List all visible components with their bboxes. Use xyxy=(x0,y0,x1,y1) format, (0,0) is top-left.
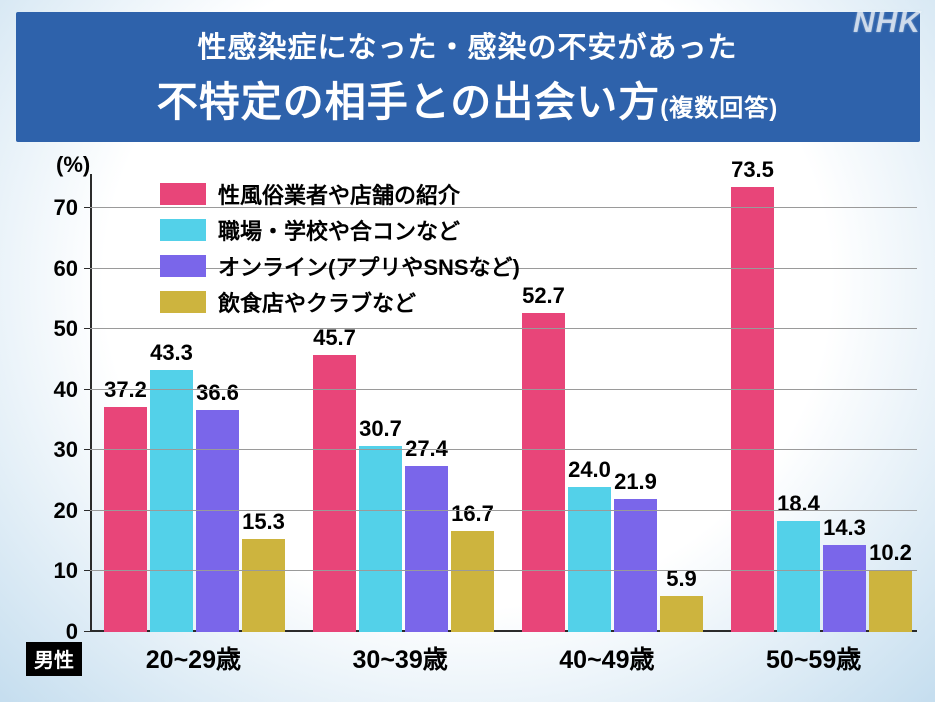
bar-fill xyxy=(660,596,703,632)
bar: 21.9 xyxy=(614,499,657,632)
x-axis-labels: 20~29歳30~39歳40~49歳50~59歳 xyxy=(90,640,917,676)
bar: 10.2 xyxy=(869,570,912,632)
y-tick-label: 50 xyxy=(54,316,78,342)
bar-group: 52.724.021.95.9 xyxy=(508,178,717,632)
bar-fill xyxy=(823,545,866,632)
y-tick-mark xyxy=(84,207,90,208)
bar-value-label: 52.7 xyxy=(522,283,565,309)
bar-value-label: 16.7 xyxy=(451,501,494,527)
bar-group: 73.518.414.310.2 xyxy=(717,178,926,632)
legend-item: 飲食店やクラブなど xyxy=(160,286,520,318)
x-axis-label: 50~59歳 xyxy=(710,640,917,676)
y-tick-mark xyxy=(84,570,90,571)
y-tick-label: 70 xyxy=(54,195,78,221)
legend-swatch xyxy=(160,291,206,313)
bar-fill xyxy=(405,466,448,632)
bar-value-label: 18.4 xyxy=(777,491,820,517)
title-main: 不特定の相手との出会い方 xyxy=(157,79,661,125)
bar: 52.7 xyxy=(522,313,565,632)
legend: 性風俗業者や店舗の紹介職場・学校や合コンなどオンライン(アプリやSNSなど) 飲食… xyxy=(160,178,520,322)
page-root: NHK 性感染症になった・感染の不安があった 不特定の相手との出会い方(複数回答… xyxy=(0,0,935,702)
bar-fill xyxy=(451,531,494,632)
bar: 5.9 xyxy=(660,596,703,632)
grid-line xyxy=(90,510,917,511)
legend-label: 飲食店やクラブなど xyxy=(218,286,416,318)
grid-line xyxy=(90,328,917,329)
x-axis-label: 40~49歳 xyxy=(504,640,711,676)
bar-fill xyxy=(104,407,147,632)
legend-swatch xyxy=(160,255,206,277)
legend-label: 職場・学校や合コンなど xyxy=(218,214,460,246)
y-tick-label: 10 xyxy=(54,558,78,584)
bar: 27.4 xyxy=(405,466,448,632)
bar-value-label: 15.3 xyxy=(242,509,285,535)
grid-line xyxy=(90,389,917,390)
bar: 16.7 xyxy=(451,531,494,632)
y-axis-unit: (%) xyxy=(56,152,90,178)
chart-container: (%) 37.243.336.615.345.730.727.416.752.7… xyxy=(12,150,923,698)
bar-value-label: 36.6 xyxy=(196,380,239,406)
bar-fill xyxy=(359,446,402,632)
bar-fill xyxy=(242,539,285,632)
bar-value-label: 30.7 xyxy=(359,416,402,442)
grid-line xyxy=(90,570,917,571)
y-tick-label: 30 xyxy=(54,437,78,463)
bar-fill xyxy=(150,370,193,632)
y-tick-mark xyxy=(84,631,90,632)
bar: 45.7 xyxy=(313,355,356,632)
bar: 30.7 xyxy=(359,446,402,632)
x-axis-label: 20~29歳 xyxy=(90,640,297,676)
y-tick-mark xyxy=(84,449,90,450)
nhk-watermark: NHK xyxy=(853,6,921,40)
bar-value-label: 21.9 xyxy=(614,469,657,495)
grid-line xyxy=(90,449,917,450)
bar: 73.5 xyxy=(731,187,774,632)
bar-value-label: 43.3 xyxy=(150,340,193,366)
y-tick-mark xyxy=(84,268,90,269)
title-line-1: 性感染症になった・感染の不安があった xyxy=(26,24,910,66)
bar: 24.0 xyxy=(568,487,611,632)
bar: 14.3 xyxy=(823,545,866,632)
bar-fill xyxy=(522,313,565,632)
bar-value-label: 14.3 xyxy=(823,515,866,541)
bar-fill xyxy=(313,355,356,632)
y-tick-mark xyxy=(84,389,90,390)
bar-fill xyxy=(869,570,912,632)
bar: 18.4 xyxy=(777,521,820,632)
bar-fill xyxy=(196,410,239,632)
bar-fill xyxy=(731,187,774,632)
legend-label: オンライン(アプリやSNSなど) xyxy=(218,250,520,282)
bar-value-label: 10.2 xyxy=(869,540,912,566)
legend-item: オンライン(アプリやSNSなど) xyxy=(160,250,520,282)
y-tick-mark xyxy=(84,328,90,329)
y-tick-label: 60 xyxy=(54,256,78,282)
title-line-2: 不特定の相手との出会い方(複数回答) xyxy=(26,68,910,128)
title-banner: 性感染症になった・感染の不安があった 不特定の相手との出会い方(複数回答) xyxy=(16,12,920,142)
x-axis-label: 30~39歳 xyxy=(297,640,504,676)
bar: 36.6 xyxy=(196,410,239,632)
legend-swatch xyxy=(160,219,206,241)
bar-value-label: 73.5 xyxy=(731,157,774,183)
legend-item: 性風俗業者や店舗の紹介 xyxy=(160,178,520,210)
y-tick-mark xyxy=(84,510,90,511)
legend-label: 性風俗業者や店舗の紹介 xyxy=(218,178,460,210)
legend-item: 職場・学校や合コンなど xyxy=(160,214,520,246)
y-tick-label: 40 xyxy=(54,377,78,403)
y-tick-label: 20 xyxy=(54,498,78,524)
bar-value-label: 24.0 xyxy=(568,457,611,483)
bar-fill xyxy=(777,521,820,632)
bar: 43.3 xyxy=(150,370,193,632)
bar-fill xyxy=(614,499,657,632)
gender-badge: 男性 xyxy=(26,642,82,676)
title-sub: (複数回答) xyxy=(660,95,778,122)
legend-swatch xyxy=(160,183,206,205)
bar: 37.2 xyxy=(104,407,147,632)
bar: 15.3 xyxy=(242,539,285,632)
bar-fill xyxy=(568,487,611,632)
